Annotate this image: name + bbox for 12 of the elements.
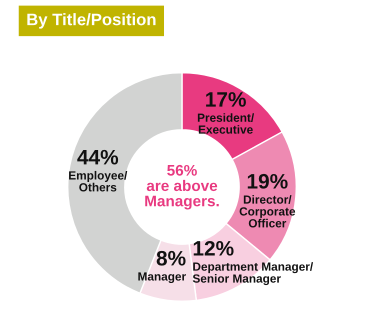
slice-label: Director/ Corporate Officer (240, 195, 296, 228)
data-label: 12% (194, 240, 234, 256)
data-label: 8% (156, 250, 186, 266)
data-label: 44% (77, 150, 118, 164)
slice-label: Employee/ Others (69, 170, 128, 192)
data-label: 19% (248, 174, 288, 189)
data-label: 17% (206, 92, 246, 107)
slice-label: Department Manager/ Senior Manager (192, 262, 314, 286)
slice-label: President/ Executive (198, 113, 254, 134)
chart-title: By Title/Position (27, 13, 156, 29)
text: 56% are above Managers. (145, 164, 219, 210)
slice-label: Manager (138, 272, 186, 284)
